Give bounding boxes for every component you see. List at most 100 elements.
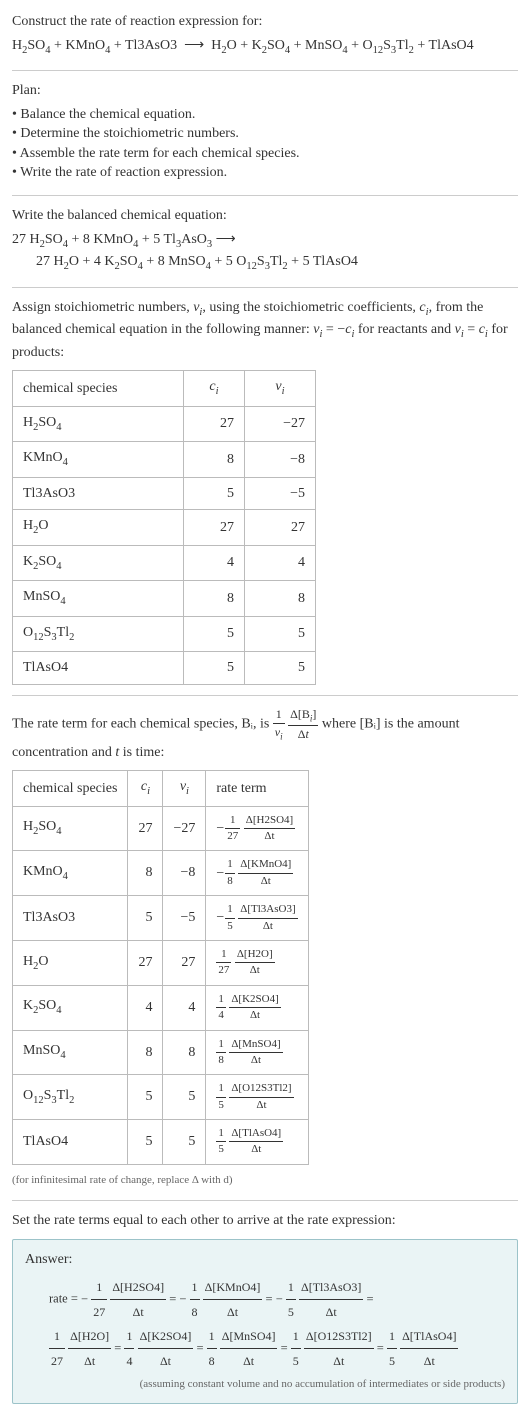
species-cell: O12S3Tl2	[13, 1075, 128, 1120]
species-cell: KMnO4	[13, 442, 184, 477]
col-v: νi	[163, 771, 206, 806]
c-cell: 5	[128, 1120, 163, 1165]
assign-text: Assign stoichiometric numbers, νi, using…	[12, 298, 518, 363]
species-cell: K2SO4	[13, 985, 128, 1030]
table-row: MnSO488	[13, 581, 316, 616]
col-rate: rate term	[206, 771, 308, 806]
species-cell: H2O	[13, 510, 184, 545]
c-cell: 27	[184, 510, 245, 545]
rate-term-text: The rate term for each chemical species,…	[12, 706, 518, 762]
eq-rhs: H2O + K2SO4 + MnSO4 + O12S3Tl2 + TlAsO4	[211, 38, 473, 53]
rate-cell: 15 Δ[TlAsO4]Δt	[206, 1120, 308, 1165]
c-cell: 5	[184, 616, 245, 651]
v-cell: 27	[163, 940, 206, 985]
species-cell: Tl3AsO3	[13, 896, 128, 941]
answer-label: Answer:	[25, 1250, 505, 1270]
col-species: chemical species	[13, 371, 184, 406]
rate-cell: 127 Δ[H2O]Δt	[206, 940, 308, 985]
assumption-note: (assuming constant volume and no accumul…	[25, 1377, 505, 1392]
plan-list: Balance the chemical equation. Determine…	[12, 105, 518, 183]
species-cell: MnSO4	[13, 1030, 128, 1075]
plan-item: Assemble the rate term for each chemical…	[12, 144, 518, 164]
species-cell: O12S3Tl2	[13, 616, 184, 651]
rate-term-frac2: Δ[Bi]Δt	[288, 706, 318, 743]
construct-title: Construct the rate of reaction expressio…	[12, 12, 518, 32]
infinitesimal-note: (for infinitesimal rate of change, repla…	[12, 1173, 518, 1188]
table-row: TlAsO455	[13, 652, 316, 685]
plan-item: Balance the chemical equation.	[12, 105, 518, 125]
c-cell: 8	[128, 1030, 163, 1075]
table-row: Tl3AsO35−5−15 Δ[Tl3AsO3]Δt	[13, 896, 309, 941]
plan-item: Determine the stoichiometric numbers.	[12, 124, 518, 144]
table-row: O12S3Tl255	[13, 616, 316, 651]
c-cell: 4	[184, 545, 245, 580]
v-cell: 5	[245, 652, 316, 685]
col-species: chemical species	[13, 771, 128, 806]
c-cell: 27	[184, 406, 245, 441]
v-cell: −5	[245, 477, 316, 510]
v-cell: −8	[245, 442, 316, 477]
rate-cell: −15 Δ[Tl3AsO3]Δt	[206, 896, 308, 941]
v-cell: 5	[163, 1120, 206, 1165]
divider	[12, 287, 518, 288]
plan-item: Write the rate of reaction expression.	[12, 163, 518, 183]
c-cell: 27	[128, 940, 163, 985]
rate-expression: rate = − 127 Δ[H2SO4]Δt = − 18 Δ[KMnO4]Δ…	[49, 1275, 505, 1373]
balanced-line1: 27 H2SO4 + 8 KMnO4 + 5 Tl3AsO3 ⟶	[12, 232, 236, 247]
c-cell: 5	[184, 652, 245, 685]
species-cell: MnSO4	[13, 581, 184, 616]
c-cell: 27	[128, 806, 163, 851]
c-cell: 8	[184, 581, 245, 616]
plan-title: Plan:	[12, 81, 518, 101]
v-cell: 8	[163, 1030, 206, 1075]
rate-cell: 14 Δ[K2SO4]Δt	[206, 985, 308, 1030]
balanced-title: Write the balanced chemical equation:	[12, 206, 518, 226]
rate-cell: −18 Δ[KMnO4]Δt	[206, 851, 308, 896]
table-row: TlAsO45515 Δ[TlAsO4]Δt	[13, 1120, 309, 1165]
v-cell: 5	[163, 1075, 206, 1120]
species-cell: H2SO4	[13, 806, 128, 851]
table-row: K2SO444	[13, 545, 316, 580]
divider	[12, 195, 518, 196]
eq-lhs: H2SO4 + KMnO4 + Tl3AsO3	[12, 38, 177, 53]
table-row: H2SO427−27−127 Δ[H2SO4]Δt	[13, 806, 309, 851]
table-row: Tl3AsO35−5	[13, 477, 316, 510]
set-equal-text: Set the rate terms equal to each other t…	[12, 1211, 518, 1231]
divider	[12, 695, 518, 696]
divider	[12, 1200, 518, 1201]
v-cell: 27	[245, 510, 316, 545]
answer-box: Answer: rate = − 127 Δ[H2SO4]Δt = − 18 Δ…	[12, 1239, 518, 1404]
species-cell: TlAsO4	[13, 1120, 128, 1165]
v-cell: 4	[245, 545, 316, 580]
divider	[12, 70, 518, 71]
table-row: H2SO427−27	[13, 406, 316, 441]
balanced-equation: 27 H2SO4 + 8 KMnO4 + 5 Tl3AsO3 ⟶ 27 H2O …	[12, 230, 518, 275]
stoichiometry-table: chemical species ci νi H2SO427−27KMnO48−…	[12, 370, 316, 685]
species-cell: Tl3AsO3	[13, 477, 184, 510]
col-c: ci	[128, 771, 163, 806]
v-cell: 8	[245, 581, 316, 616]
table-header-row: chemical species ci νi	[13, 371, 316, 406]
c-cell: 5	[184, 477, 245, 510]
table-header-row: chemical species ci νi rate term	[13, 771, 309, 806]
table-row: KMnO48−8	[13, 442, 316, 477]
rate-cell: 15 Δ[O12S3Tl2]Δt	[206, 1075, 308, 1120]
c-cell: 8	[184, 442, 245, 477]
col-c: ci	[184, 371, 245, 406]
rate-term-frac1: 1νi	[273, 706, 285, 743]
v-cell: 5	[245, 616, 316, 651]
species-cell: H2SO4	[13, 406, 184, 441]
table-row: O12S3Tl25515 Δ[O12S3Tl2]Δt	[13, 1075, 309, 1120]
table-row: H2O2727127 Δ[H2O]Δt	[13, 940, 309, 985]
eq-arrow: ⟶	[184, 38, 204, 53]
v-cell: −27	[163, 806, 206, 851]
c-cell: 5	[128, 1075, 163, 1120]
table-row: K2SO44414 Δ[K2SO4]Δt	[13, 985, 309, 1030]
rate-cell: −127 Δ[H2SO4]Δt	[206, 806, 308, 851]
v-cell: −27	[245, 406, 316, 441]
main-equation: H2SO4 + KMnO4 + Tl3AsO3 ⟶ H2O + K2SO4 + …	[12, 36, 518, 58]
rate-cell: 18 Δ[MnSO4]Δt	[206, 1030, 308, 1075]
species-cell: H2O	[13, 940, 128, 985]
table-row: H2O2727	[13, 510, 316, 545]
rate-text-1: The rate term for each chemical species,…	[12, 716, 273, 731]
